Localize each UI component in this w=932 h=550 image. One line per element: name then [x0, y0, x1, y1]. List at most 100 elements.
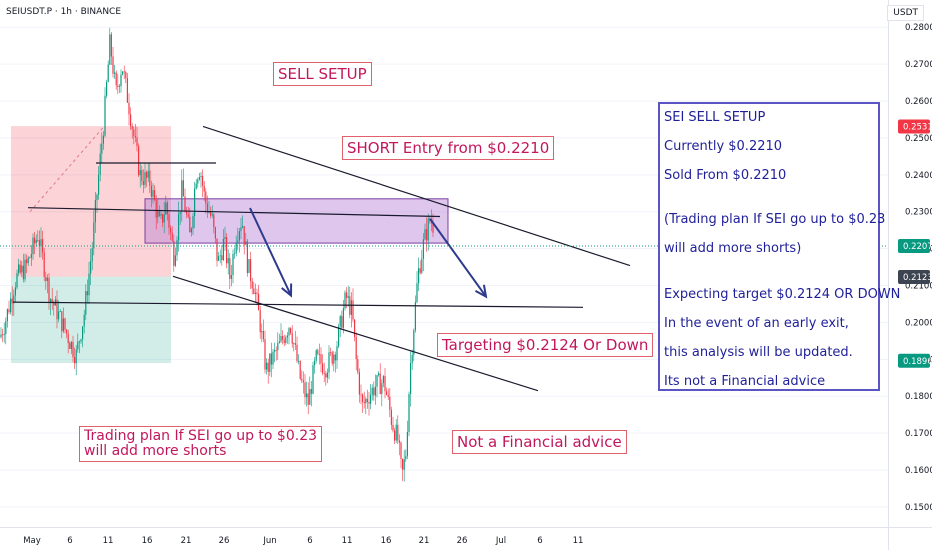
- candle-body: [360, 394, 362, 396]
- candle-body: [134, 136, 136, 138]
- candle-body: [328, 352, 330, 373]
- candle-body: [397, 424, 399, 441]
- candle-body: [82, 326, 84, 340]
- x-tick-label: Jul: [495, 536, 506, 546]
- trend-line: [12, 301, 584, 308]
- price-badge-label: 0.2123: [903, 273, 932, 283]
- candle-body: [331, 352, 333, 364]
- candle-body: [346, 292, 348, 298]
- price-badge-label: 0.2207: [903, 242, 932, 252]
- candle-body: [0, 334, 2, 338]
- candle-body: [141, 170, 143, 182]
- risk-dash: [29, 126, 105, 213]
- candle-body: [120, 74, 122, 87]
- candle-body: [254, 292, 256, 294]
- candle-body: [155, 200, 157, 218]
- candle-body: [91, 248, 93, 262]
- info-line-exit: In the event of an early exit,: [664, 316, 849, 331]
- candle-body: [163, 214, 165, 223]
- candle-body: [365, 398, 367, 404]
- candle-body: [378, 373, 380, 376]
- info-line-update: this analysis will be updated.: [664, 345, 853, 360]
- candle-body: [184, 196, 186, 212]
- y-tick-label: 0.2600: [905, 97, 932, 107]
- candle-body: [178, 214, 180, 241]
- candle-body: [323, 373, 325, 374]
- candle-body: [350, 300, 352, 315]
- x-tick-label: 11: [103, 536, 114, 546]
- candle-body: [211, 214, 213, 216]
- candle-body: [72, 341, 74, 358]
- candle-body: [26, 259, 28, 264]
- candle-body: [234, 253, 236, 255]
- candle-body: [240, 227, 242, 232]
- candle-body: [198, 177, 200, 180]
- candle-body: [354, 319, 356, 337]
- candle-body: [400, 442, 402, 459]
- candle-body: [110, 34, 112, 57]
- candle-body: [90, 261, 92, 274]
- candle-body: [408, 394, 410, 432]
- candle-body: [358, 372, 360, 395]
- candle-body: [80, 339, 82, 342]
- price-badge-label: 0.2531: [903, 122, 932, 132]
- candle-body: [117, 85, 119, 87]
- y-tick-label: 0.2100: [905, 282, 932, 292]
- candle-body: [147, 170, 149, 178]
- candle-body: [67, 333, 69, 344]
- candle-body: [170, 227, 172, 233]
- symbol-header[interactable]: SEIUSDT.P · 1h · BINANCE: [6, 7, 122, 17]
- zone-risk: [11, 126, 171, 277]
- x-tick-label: 6: [67, 536, 72, 546]
- candle-body: [214, 227, 216, 239]
- candle-body: [318, 354, 320, 355]
- x-tick-label: May: [23, 536, 41, 546]
- sell-setup-label: SELL SETUP: [273, 62, 372, 86]
- candle-body: [366, 398, 368, 402]
- price-badge-label: 0.1896: [903, 357, 932, 367]
- candle-body: [94, 200, 96, 223]
- candle-body: [112, 56, 114, 74]
- candle-body: [277, 343, 279, 351]
- zone-reward: [11, 276, 171, 364]
- candle-body: [315, 350, 317, 361]
- candle-body: [195, 183, 197, 189]
- x-tick-label: 6: [537, 536, 542, 546]
- candle-body: [59, 311, 61, 313]
- candle-body: [259, 310, 261, 333]
- candle-body: [138, 146, 140, 176]
- candle-body: [384, 376, 386, 392]
- y-tick-label: 0.2800: [905, 23, 932, 33]
- candle-body: [334, 354, 336, 361]
- candle-body: [114, 72, 116, 74]
- candle-body: [190, 228, 192, 233]
- candle-body: [66, 329, 68, 334]
- candle-body: [243, 226, 245, 245]
- y-tick-label: 0.2300: [905, 208, 932, 218]
- candle-body: [352, 300, 354, 320]
- candle-body: [424, 229, 426, 240]
- candle-body: [38, 240, 40, 247]
- candle-body: [50, 299, 52, 303]
- currency-badge[interactable]: USDT: [887, 5, 924, 21]
- candle-body: [126, 78, 128, 103]
- candle-body: [77, 341, 79, 350]
- candle-body: [362, 394, 364, 402]
- candle-body: [125, 71, 127, 79]
- candle-body: [6, 309, 8, 322]
- candle-body: [227, 258, 229, 264]
- candle-body: [131, 126, 133, 130]
- candle-body: [250, 259, 252, 282]
- candle-body: [392, 424, 394, 431]
- candle-body: [106, 81, 108, 96]
- candle-body: [150, 185, 152, 197]
- candle-body: [11, 298, 13, 304]
- candle-body: [107, 64, 109, 82]
- candle-body: [5, 321, 7, 335]
- candle-body: [294, 343, 296, 345]
- candle-body: [58, 311, 60, 320]
- candle-body: [389, 396, 391, 410]
- candle-body: [395, 424, 397, 441]
- candle-body: [3, 334, 5, 336]
